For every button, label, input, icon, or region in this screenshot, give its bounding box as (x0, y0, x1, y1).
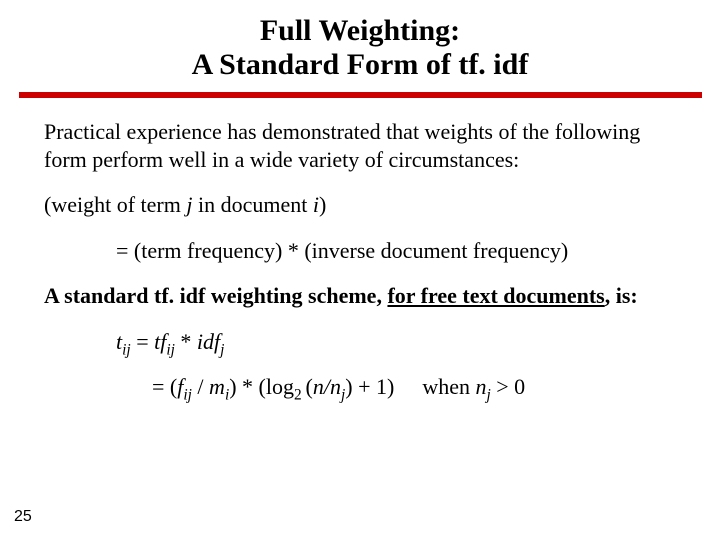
sub-ij: ij (122, 341, 131, 358)
text: = (131, 329, 154, 354)
text: * (175, 329, 197, 354)
sub-2: 2 (294, 386, 306, 403)
paragraph-intro: Practical experience has demonstrated th… (44, 118, 676, 173)
equation-verbal: = (term frequency) * (inverse document f… (44, 237, 676, 265)
text: ) + 1) (345, 374, 394, 399)
var-tf: tf (154, 329, 166, 354)
paragraph-scheme: A standard tf. idf weighting scheme, for… (44, 282, 676, 310)
page-number: 25 (14, 508, 32, 526)
var-m: m (209, 374, 225, 399)
var-n: n (475, 374, 486, 399)
text: ) * (log (229, 374, 294, 399)
title-line-2: A Standard Form of tf. idf (0, 48, 720, 82)
text-bold: A standard tf. idf weighting scheme, (44, 283, 387, 308)
sub-ij: ij (166, 341, 175, 358)
title-block: Full Weighting: A Standard Form of tf. i… (0, 0, 720, 82)
text: > 0 (491, 374, 525, 399)
formula-expanded: = (fij / mi) * (log2 (n/nj) + 1) (152, 373, 394, 401)
formula-tij: tij = tfij * idfj (44, 328, 676, 356)
paragraph-weight-def: (weight of term j in document i) (44, 191, 676, 219)
text-bold-underline: for free text documents (387, 283, 604, 308)
text: in document (192, 192, 312, 217)
sub-ij: ij (183, 386, 192, 403)
text: ( (306, 374, 313, 399)
var-n-over-nj: n/n (313, 374, 341, 399)
slide: Full Weighting: A Standard Form of tf. i… (0, 0, 720, 540)
formula-expanded-row: = (fij / mi) * (log2 (n/nj) + 1) when nj… (44, 373, 676, 401)
title-line-1: Full Weighting: (0, 14, 720, 48)
text: = ( (152, 374, 177, 399)
content: Practical experience has demonstrated th… (0, 98, 720, 401)
text: ) (319, 192, 326, 217)
sub-j: j (220, 341, 224, 358)
text-bold: , is: (605, 283, 638, 308)
text: (weight of term (44, 192, 186, 217)
text: / (192, 374, 209, 399)
var-idf: idf (197, 329, 220, 354)
formula-condition: when nj > 0 (422, 373, 525, 401)
text: when (422, 374, 475, 399)
